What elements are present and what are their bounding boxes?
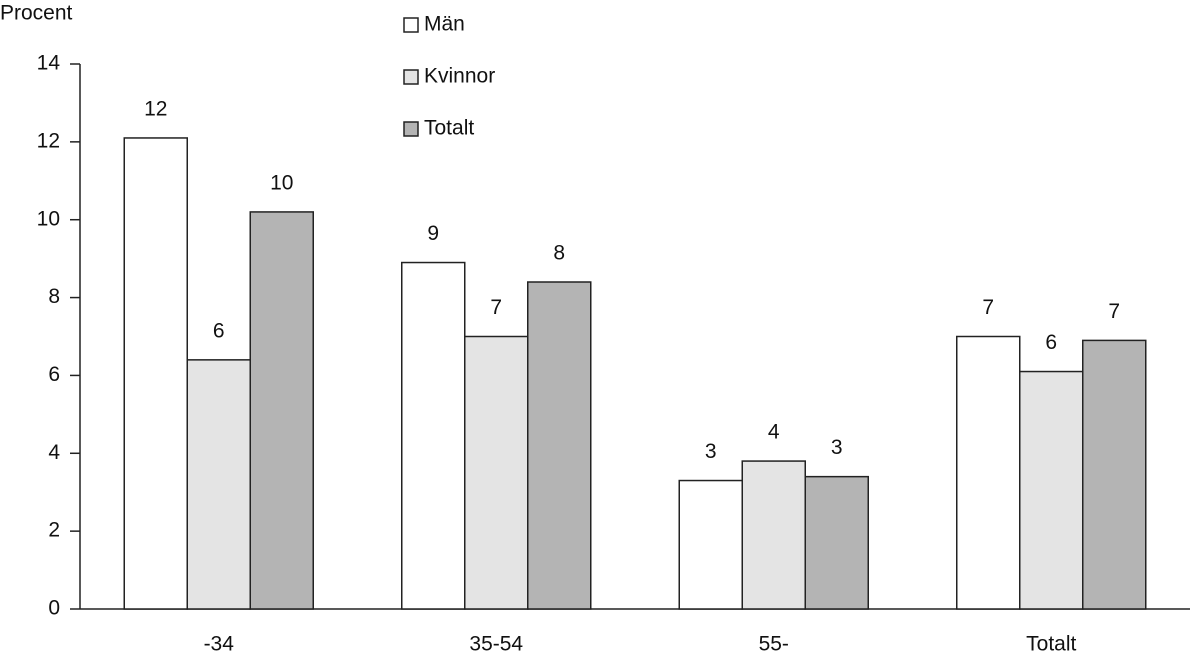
value-label: 3 — [705, 440, 717, 463]
y-tick-label: 8 — [48, 285, 60, 308]
bar — [804, 475, 869, 610]
y-tick-label: 4 — [48, 441, 60, 464]
value-label: 6 — [1045, 331, 1057, 354]
y-tick-label: 10 — [37, 207, 60, 230]
value-label: 7 — [490, 296, 502, 319]
bar — [678, 479, 743, 610]
bar — [186, 359, 251, 610]
y-axis-label: Procent — [0, 2, 73, 25]
legend-swatch — [403, 69, 419, 85]
bar — [249, 211, 314, 610]
bar — [527, 281, 592, 610]
x-tick-label: Totalt — [1026, 633, 1076, 656]
value-label: 9 — [427, 222, 439, 245]
value-label: 10 — [270, 171, 293, 194]
y-tick-label: 2 — [48, 519, 60, 542]
value-label: 12 — [144, 98, 167, 121]
legend-swatch — [403, 121, 419, 137]
x-tick-label: 35-54 — [469, 633, 523, 656]
legend-label: Män — [424, 13, 465, 36]
legend-label: Totalt — [424, 117, 474, 140]
bar — [1019, 370, 1084, 610]
y-tick-label: 14 — [37, 52, 61, 75]
value-label: 7 — [1108, 300, 1120, 323]
value-label: 4 — [768, 421, 780, 444]
bar — [1082, 339, 1147, 610]
bar — [123, 137, 188, 610]
y-tick-label: 12 — [37, 129, 60, 152]
y-tick-label: 6 — [48, 363, 60, 386]
legend-label: Kvinnor — [424, 65, 495, 88]
value-label: 6 — [213, 319, 225, 342]
value-label: 3 — [831, 436, 843, 459]
bar — [401, 261, 466, 610]
x-tick-label: -34 — [204, 633, 235, 656]
x-tick-label: 55- — [759, 633, 789, 656]
legend-swatch — [403, 17, 419, 33]
value-label: 7 — [982, 296, 994, 319]
value-label: 8 — [553, 242, 565, 265]
bar — [741, 460, 806, 610]
y-tick-label: 0 — [48, 597, 60, 620]
bar — [956, 335, 1021, 610]
bar — [464, 335, 529, 610]
